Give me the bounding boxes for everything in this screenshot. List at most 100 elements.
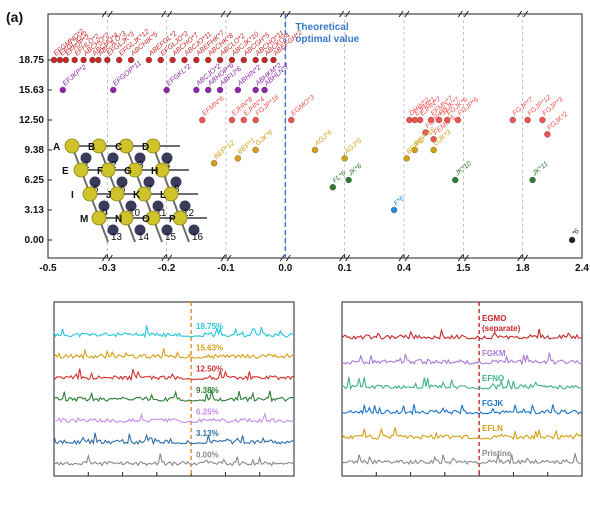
axis-break-mark — [279, 254, 291, 262]
data-point-label: EFMN*6 — [201, 95, 226, 117]
x-tick-label: -0.5 — [39, 263, 57, 274]
mo-atom — [161, 152, 173, 164]
site-number-label: 16 — [192, 232, 204, 243]
s-atom — [91, 210, 107, 226]
y-tick-label: 0.00 — [25, 235, 45, 246]
data-point — [544, 131, 551, 138]
dos-curve — [53, 348, 295, 360]
dos-curve — [341, 427, 583, 441]
mo-atom — [80, 152, 92, 164]
dos-curve — [53, 453, 295, 467]
data-point — [435, 116, 443, 124]
data-point — [341, 155, 348, 162]
data-point-label: EFGKL*2 — [165, 63, 192, 87]
site-number-label: 1 — [84, 160, 90, 171]
mo-atom — [152, 200, 164, 212]
s-atom — [82, 186, 98, 202]
site-number-label: 4 — [165, 160, 171, 171]
x-tick-label: 1.8 — [516, 263, 530, 274]
site-letter-label: N — [115, 214, 122, 225]
mo-atom — [134, 152, 146, 164]
data-point — [169, 56, 176, 64]
mo-atom — [125, 200, 137, 212]
site-number-label: 15 — [165, 232, 177, 243]
s-atom — [145, 210, 161, 226]
y-tick-label: 3.13 — [25, 205, 45, 216]
mo-atom — [98, 200, 110, 212]
mo-atom — [143, 176, 155, 188]
axis-break-mark — [101, 254, 113, 262]
axis-break-mark — [161, 254, 173, 262]
axis-break-mark — [517, 254, 529, 262]
data-point — [454, 116, 462, 124]
plot-frame-b — [53, 301, 295, 477]
site-letter-label: I — [71, 190, 74, 201]
x-tick-label: 0.1 — [338, 263, 352, 274]
axis-break-mark — [220, 10, 232, 18]
dos-curve — [53, 368, 295, 382]
s-atom — [145, 138, 161, 154]
x-tick-label: 0.4 — [397, 263, 411, 274]
site-number-label: 3 — [138, 160, 144, 171]
data-point — [116, 56, 123, 64]
data-point — [411, 146, 418, 154]
data-point — [104, 56, 111, 64]
data-point — [345, 176, 352, 184]
site-letter-label: L — [160, 190, 166, 201]
panel-label-a: (a) — [6, 9, 23, 25]
y-tick-label: 15.63 — [19, 85, 44, 96]
data-point — [205, 56, 212, 64]
dos-series-label: EFLN — [482, 424, 503, 433]
site-number-label: 2 — [111, 160, 117, 171]
data-point — [261, 56, 268, 64]
s-atom — [100, 162, 116, 178]
s-atom — [127, 162, 143, 178]
data-point — [270, 56, 277, 64]
data-point — [234, 155, 242, 162]
axis-break-mark — [398, 254, 410, 262]
data-point — [163, 86, 170, 94]
x-tick-label: -0.1 — [217, 263, 235, 274]
site-letter-label: P — [169, 214, 176, 225]
s-atom — [172, 210, 188, 226]
dos-curve — [341, 352, 583, 366]
dos-series-label: 9.38% — [196, 386, 219, 395]
s-atom — [73, 162, 89, 178]
dos-series-label: 0.00% — [196, 450, 219, 459]
site-number-label: 7 — [147, 184, 153, 195]
panel-a: (a) -0.5 -0.3 -0.2 -0.1 0.0 0.1 0.4 1.5 1.8 2.4 0.0… — [6, 9, 589, 274]
mo-atom — [89, 176, 101, 188]
site-letter-label: J — [106, 190, 112, 201]
axis-break-mark — [279, 10, 291, 18]
dos-curve — [341, 403, 583, 416]
data-point — [193, 56, 200, 64]
data-point-label: *6 — [571, 228, 581, 238]
data-point — [157, 56, 164, 64]
site-letter-label: B — [88, 142, 95, 153]
axis-break-mark — [517, 10, 529, 18]
plot-frame-a — [47, 13, 583, 259]
s-atom — [64, 138, 80, 154]
axis-break-mark — [339, 10, 351, 18]
lattice-inset: A 1 B 2 C 3 D 4 E 5 F 6 G 7 H 8 I 9 J 10 K 11 L 12 M 13 N 14 O 15 P 16 — [53, 138, 207, 243]
data-point — [89, 56, 96, 64]
panel-b: 18.75% 15.63% 12.50% 9.38% 6.25% 3.13% 0.00% — [53, 301, 295, 477]
data-point-label: AGJ*6 — [313, 129, 334, 148]
s-atom — [118, 210, 134, 226]
data-point-label: EFGOP*11 — [112, 60, 143, 88]
dos-series-label: 12.50% — [196, 365, 223, 374]
data-point — [228, 116, 236, 124]
data-point — [390, 206, 398, 214]
dos-series-label: (separate) — [482, 324, 521, 333]
data-point — [430, 136, 437, 143]
dos-series-label: EGMO — [482, 314, 506, 323]
mo-atom — [188, 224, 200, 236]
axis-break-mark — [220, 254, 232, 262]
dos-curve — [53, 411, 295, 424]
site-number-label: 8 — [174, 184, 180, 195]
y-tick-label: 6.25 — [25, 175, 45, 186]
mo-atom — [179, 200, 191, 212]
data-point — [427, 116, 435, 124]
data-point — [56, 56, 64, 64]
